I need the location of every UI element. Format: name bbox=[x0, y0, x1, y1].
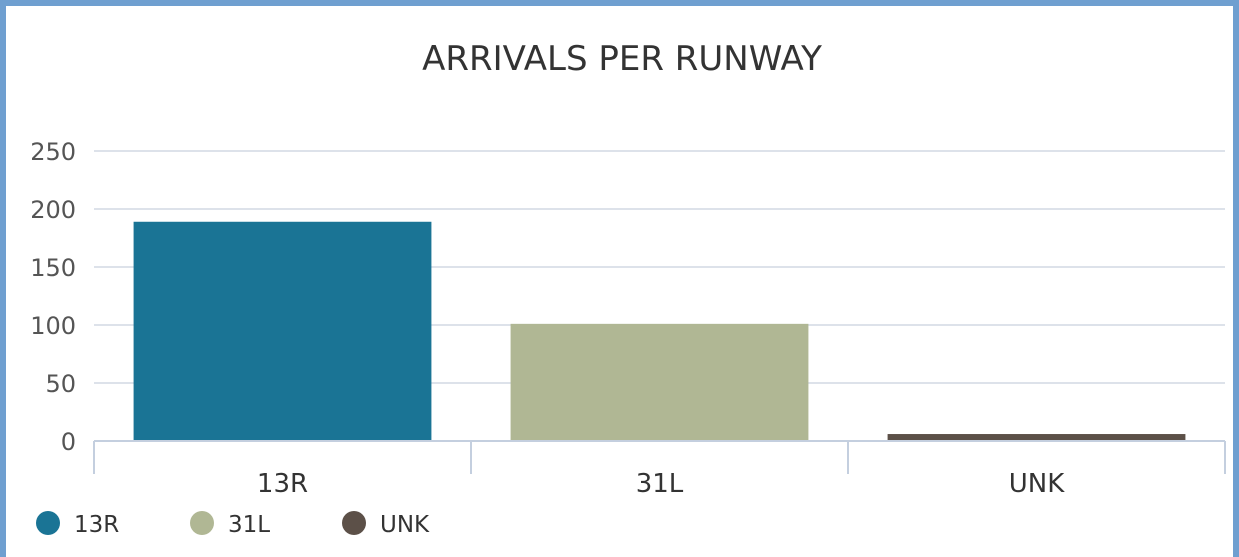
legend-label[interactable]: 31L bbox=[228, 512, 270, 538]
bar-31l[interactable] bbox=[510, 323, 809, 441]
x-tick-label: 13R bbox=[257, 469, 308, 499]
legend-marker-31l[interactable] bbox=[190, 511, 214, 535]
y-tick-label: 0 bbox=[61, 428, 76, 456]
x-tick-label: UNK bbox=[1009, 469, 1065, 499]
bars[interactable] bbox=[133, 221, 1186, 441]
x-axis bbox=[93, 440, 1226, 474]
legend-marker-13r[interactable] bbox=[36, 511, 60, 535]
legend-label[interactable]: UNK bbox=[380, 512, 430, 538]
legend[interactable]: 13R 31L UNK bbox=[36, 511, 430, 538]
legend-marker-unk[interactable] bbox=[342, 511, 366, 535]
x-tick-label: 31L bbox=[636, 469, 684, 499]
y-axis-ticks: 0 50 100 150 200 250 bbox=[30, 138, 76, 456]
bar-chart: ARRIVALS PER RUNWAY 0 50 100 150 200 250 13R 3… bbox=[30, 39, 1226, 538]
chart-title: ARRIVALS PER RUNWAY bbox=[422, 39, 822, 79]
legend-label[interactable]: 13R bbox=[74, 512, 119, 538]
bar-unk[interactable] bbox=[887, 434, 1186, 441]
y-tick-label: 100 bbox=[30, 312, 76, 340]
x-axis-ticks: 13R 31L UNK bbox=[257, 469, 1065, 499]
bar-13r[interactable] bbox=[133, 221, 432, 441]
y-tick-label: 150 bbox=[30, 254, 76, 282]
y-tick-label: 250 bbox=[30, 138, 76, 166]
chart-panel: ARRIVALS PER RUNWAY 0 50 100 150 200 250 13R 3… bbox=[6, 6, 1233, 557]
y-tick-label: 50 bbox=[45, 370, 76, 398]
y-tick-label: 200 bbox=[30, 196, 76, 224]
